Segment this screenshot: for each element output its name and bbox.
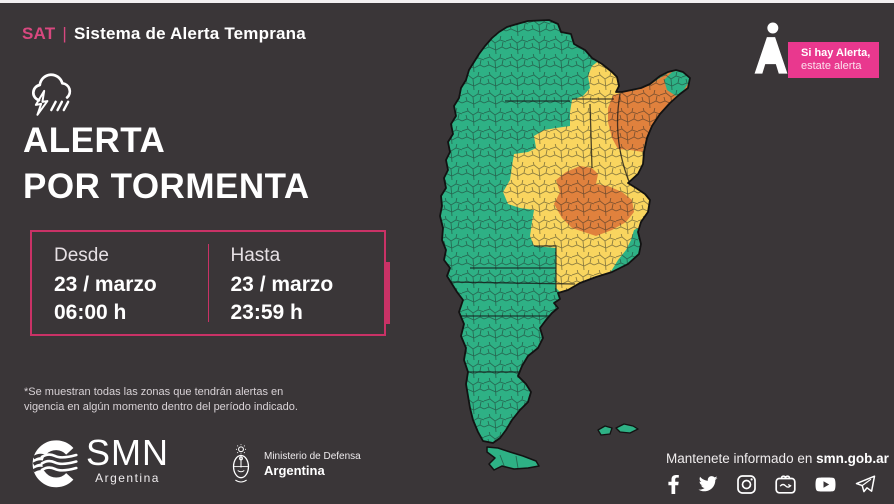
ministry-name: Ministerio de Defensa — [264, 450, 361, 462]
tierra-del-fuego — [486, 446, 540, 471]
header-separator: | — [62, 24, 67, 43]
tdf-borders — [499, 454, 519, 469]
badge-line2: estate alerta — [801, 60, 862, 72]
malvinas-islands — [597, 423, 639, 436]
page-title: ALERTA POR TORMENTA — [23, 118, 310, 210]
instagram-icon[interactable] — [737, 475, 756, 494]
footnote-line2: vigencia en algún momento dentro del per… — [24, 401, 298, 413]
period-box-accent-tab — [384, 262, 390, 324]
stay-informed-prefix: Mantenete informado en — [666, 451, 817, 466]
to-date: 23 / marzo — [230, 273, 334, 296]
alert-campaign-badge: Si hay Alerta, estate alerta — [750, 18, 880, 84]
badge-line1: Si hay Alerta, — [801, 47, 871, 59]
smn-ring-waves-icon — [32, 440, 78, 488]
period-from: Desde 23 / marzo 06:00 h — [32, 232, 208, 334]
telegram-icon[interactable] — [855, 475, 876, 494]
ministry-country: Argentina — [264, 462, 325, 478]
period-to: Hasta 23 / marzo 23:59 h — [209, 232, 385, 334]
header-system-line: SAT | Sistema de Alerta Temprana — [22, 24, 306, 44]
ministry-block: Ministerio de Defensa Argentina — [228, 442, 361, 486]
to-label: Hasta — [230, 245, 281, 266]
smn-url: smn.gob.ar — [816, 451, 889, 466]
from-date: 23 / marzo — [54, 273, 157, 296]
alert-period-box: Desde 23 / marzo 06:00 h Hasta 23 / marz… — [30, 230, 386, 336]
smn-name: SMN — [86, 432, 169, 473]
from-time: 06:00 h — [54, 301, 127, 324]
from-label: Desde — [54, 245, 109, 266]
footnote: *Se muestran todas las zonas que tendrán… — [24, 385, 298, 415]
sat-label: SAT — [22, 24, 56, 43]
system-name: Sistema de Alerta Temprana — [73, 24, 306, 43]
ministry-coat-of-arms-icon — [232, 444, 250, 483]
stay-informed-text: Mantenete informado en smn.gob.ar — [666, 451, 889, 466]
title-line1: ALERTA — [23, 121, 166, 160]
facebook-icon[interactable] — [668, 475, 679, 494]
to-time: 23:59 h — [230, 301, 303, 324]
badge-slogan-box: Si hay Alerta, estate alerta — [788, 42, 880, 78]
argentina-outline — [439, 19, 691, 444]
twitter-icon[interactable] — [698, 476, 718, 493]
smn-logo: SMN Argentina — [28, 432, 169, 488]
social-footer: Mantenete informado en smn.gob.ar — [666, 451, 889, 494]
footnote-line1: *Se muestran todas las zonas que tendrán… — [24, 386, 284, 398]
smn-country: Argentina — [95, 471, 160, 485]
tv-icon[interactable] — [775, 475, 796, 494]
youtube-icon[interactable] — [815, 477, 836, 492]
period-divider — [207, 244, 209, 322]
alert-person-icon — [750, 18, 792, 85]
social-icons-row — [666, 475, 878, 494]
storm-icon — [26, 70, 78, 125]
title-line2: POR TORMENTA — [23, 167, 310, 206]
top-edge-strip — [0, 0, 894, 3]
argentina-alert-map — [439, 19, 691, 471]
province-borders — [449, 93, 631, 373]
